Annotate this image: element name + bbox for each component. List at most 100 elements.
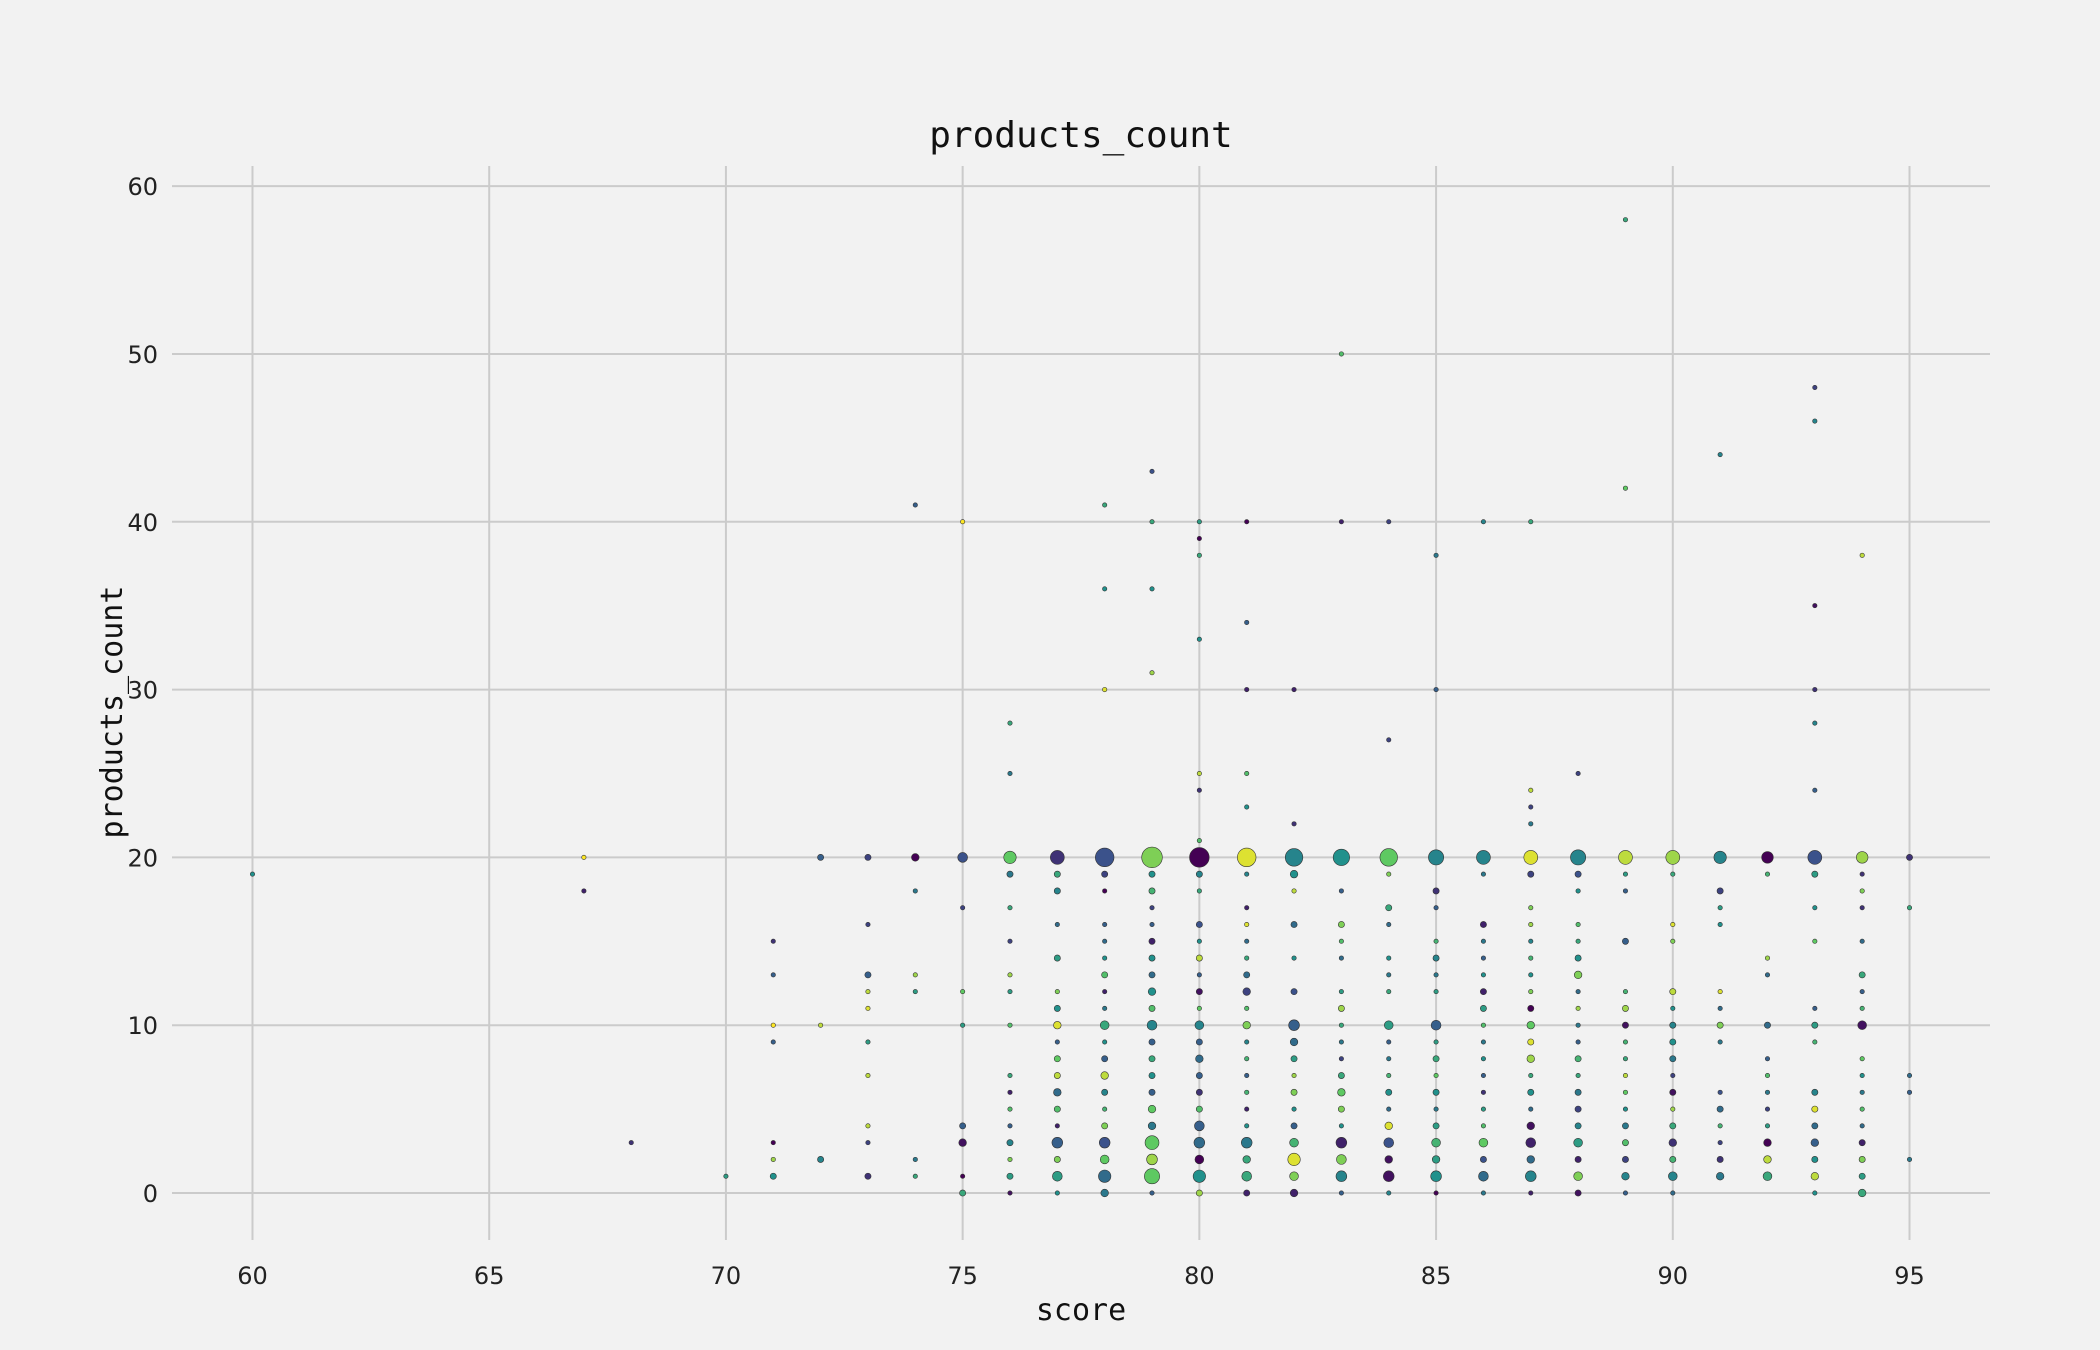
- data-point: [1527, 1038, 1535, 1046]
- data-point: [1668, 1138, 1677, 1147]
- data-point: [1291, 888, 1297, 894]
- data-point: [865, 1140, 871, 1146]
- data-point: [1622, 937, 1629, 945]
- data-point: [1575, 1022, 1581, 1028]
- tick-labels: 60 65 70 75 80 85 90 95 0 10 20 30 40 50 60: [127, 173, 1924, 1290]
- data-point: [1102, 989, 1108, 995]
- x-tick-label: 75: [947, 1262, 978, 1290]
- data-point: [1244, 1089, 1250, 1095]
- data-point: [1289, 1171, 1299, 1181]
- data-point: [1528, 905, 1534, 911]
- data-point: [1332, 848, 1350, 866]
- data-point: [1053, 1072, 1061, 1079]
- data-point: [1241, 1171, 1252, 1182]
- data-point: [1148, 954, 1156, 962]
- data-point: [1669, 1055, 1677, 1063]
- data-point: [1100, 1071, 1109, 1080]
- data-point: [1007, 1190, 1013, 1196]
- data-point: [1669, 988, 1677, 996]
- data-point: [1433, 972, 1439, 978]
- data-point: [1859, 552, 1865, 558]
- data-point: [1528, 1106, 1534, 1112]
- data-point: [818, 1022, 824, 1028]
- data-point: [817, 1156, 825, 1163]
- data-point: [1053, 870, 1061, 878]
- data-point: [1526, 1155, 1535, 1164]
- data-point: [1195, 921, 1203, 928]
- data-point: [1431, 1155, 1441, 1164]
- data-point: [1670, 1190, 1676, 1196]
- data-point: [1242, 987, 1251, 996]
- data-point: [1244, 1005, 1250, 1011]
- data-point: [1244, 955, 1250, 961]
- data-point: [1386, 737, 1392, 743]
- data-point: [1195, 954, 1203, 962]
- data-point: [864, 971, 872, 979]
- data-point: [1859, 1073, 1865, 1079]
- data-point: [1810, 1172, 1819, 1181]
- data-point: [1574, 1189, 1582, 1197]
- data-point: [1007, 1123, 1013, 1129]
- data-point: [1237, 847, 1257, 868]
- data-point: [1194, 1020, 1205, 1030]
- data-point: [1622, 1056, 1628, 1062]
- data-point: [1148, 1088, 1156, 1096]
- data-point: [1480, 871, 1486, 877]
- data-point: [1812, 1005, 1818, 1011]
- data-point: [1764, 1123, 1770, 1129]
- data-point: [1196, 770, 1202, 776]
- data-point: [1528, 821, 1534, 827]
- data-point: [1007, 1106, 1013, 1112]
- data-point: [1574, 1156, 1582, 1163]
- data-point: [1337, 1005, 1345, 1012]
- data-point: [1622, 871, 1628, 877]
- data-point: [723, 1173, 729, 1179]
- data-point: [1810, 1138, 1819, 1147]
- data-point: [1242, 1021, 1251, 1030]
- data-point: [1007, 905, 1013, 911]
- data-point: [865, 1123, 871, 1129]
- data-point: [960, 519, 966, 525]
- data-point: [1386, 955, 1392, 961]
- data-point: [1527, 870, 1535, 878]
- data-point: [1527, 1088, 1535, 1096]
- data-point: [1006, 1139, 1014, 1147]
- y-axis-label: products_count: [95, 586, 130, 839]
- data-point: [1858, 971, 1866, 979]
- data-point: [1384, 1155, 1393, 1164]
- data-point: [1051, 1136, 1064, 1149]
- data-point: [1287, 1152, 1301, 1166]
- data-point: [1196, 1005, 1202, 1011]
- data-point: [1480, 1005, 1487, 1012]
- data-point: [1386, 1073, 1392, 1079]
- data-point: [1338, 1056, 1344, 1062]
- data-point: [1575, 938, 1581, 944]
- data-point: [865, 1073, 871, 1079]
- y-tick-label: 30: [127, 677, 158, 705]
- data-point: [1095, 847, 1115, 868]
- data-point: [1338, 519, 1344, 525]
- data-point: [1478, 1171, 1489, 1182]
- data-point: [1102, 1039, 1108, 1045]
- data-point: [1858, 1156, 1866, 1163]
- data-point: [1193, 1136, 1206, 1149]
- data-point: [1290, 1055, 1298, 1063]
- data-point: [1575, 1005, 1581, 1011]
- data-point: [1717, 1140, 1723, 1146]
- data-point: [1289, 1188, 1299, 1198]
- data-point: [959, 1189, 967, 1197]
- data-point: [1859, 888, 1865, 894]
- data-point: [1622, 1190, 1628, 1196]
- data-point: [1102, 1106, 1108, 1112]
- data-point: [1196, 938, 1202, 944]
- data-point: [1761, 851, 1774, 864]
- data-point: [1433, 905, 1439, 911]
- data-point: [1338, 1039, 1344, 1045]
- data-point: [957, 852, 968, 863]
- data-point: [1337, 1088, 1346, 1097]
- data-point: [912, 972, 918, 978]
- data-point: [1668, 1171, 1678, 1181]
- data-point: [1717, 1089, 1723, 1095]
- data-point: [1807, 850, 1823, 865]
